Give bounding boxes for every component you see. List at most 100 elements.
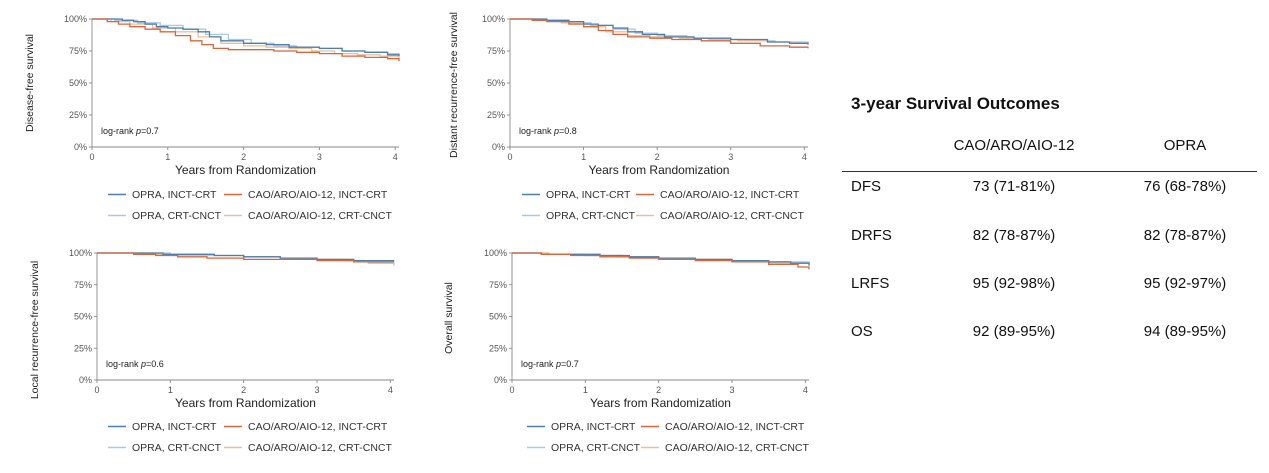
legend-entry: CAO/ARO/AIO-12, CRT-CNCT: [248, 210, 392, 222]
legend-entry: OPRA, INCT-CRT: [132, 421, 217, 433]
opra-value: 76 (68-78%): [1143, 178, 1227, 195]
x-tick-label: 0: [509, 385, 514, 395]
legend: OPRA, INCT-CRT CAO/ARO/AIO-12, INCT-CRT OP…: [108, 421, 392, 454]
km-curve-cao-aro-aio-12-inct-crt: [510, 18, 809, 49]
logrank-prefix: log-rank: [521, 359, 556, 369]
y-tick-label: 75%: [69, 46, 87, 56]
y-tick-label: 25%: [489, 343, 507, 353]
x-tick-label: 0: [89, 152, 94, 162]
y-tick-label: 100%: [484, 248, 507, 258]
opra-value: 82 (78-87%): [1143, 227, 1227, 244]
legend-entry: OPRA, CRT-CNCT: [546, 210, 636, 222]
cao-value: 92 (89-95%): [972, 323, 1056, 340]
x-tick-label: 0: [94, 385, 99, 395]
survival-panel-2: 0% 25% 50% 75% 100% 0 1 2 3 4 Years from Randomiza…: [448, 12, 809, 222]
logrank-p-symbol: p: [135, 126, 141, 136]
y-tick-label: 100%: [69, 248, 92, 258]
y-axis-label: Disease-free survival: [24, 34, 36, 132]
table-header-rule: [842, 171, 1257, 172]
table-title: 3-year Survival Outcomes: [851, 94, 1060, 113]
legend: OPRA, INCT-CRT CAO/ARO/AIO-12, INCT-CRT OP…: [108, 189, 392, 222]
survival-panel-4: 0% 25% 50% 75% 100% 0 1 2 3 4 Years from Randomiza…: [443, 248, 810, 454]
row-label: OS: [851, 323, 873, 340]
x-axis-label: Years from Randomization: [175, 163, 316, 177]
km-curve-cao-aro-aio-12-inct-crt: [92, 18, 400, 62]
y-tick-label: 0%: [74, 142, 87, 152]
logrank-p-annotation: log-rank p=0.7: [101, 126, 159, 136]
logrank-prefix: log-rank: [519, 126, 554, 136]
legend-entry: CAO/ARO/AIO-12, INCT-CRT: [665, 421, 805, 433]
logrank-value: =0.7: [141, 126, 159, 136]
x-tick-label: 4: [388, 385, 393, 395]
km-curve-opra-inct-crt: [92, 18, 400, 57]
opra-value: 94 (89-95%): [1143, 323, 1227, 340]
x-tick-label: 1: [168, 385, 173, 395]
logrank-value: =0.7: [561, 359, 579, 369]
y-tick-label: 100%: [482, 14, 505, 24]
x-axis-label: Years from Randomization: [590, 396, 731, 410]
x-tick-label: 3: [317, 152, 322, 162]
x-tick-label: 1: [165, 152, 170, 162]
logrank-p-symbol: p: [555, 359, 561, 369]
x-tick-label: 4: [803, 385, 808, 395]
x-tick-label: 2: [241, 385, 246, 395]
y-tick-label: 75%: [489, 280, 507, 290]
table-row-os: OS 92 (89-95%) 94 (89-95%): [842, 323, 1257, 347]
logrank-p-annotation: log-rank p=0.8: [519, 126, 577, 136]
x-tick-label: 3: [728, 152, 733, 162]
y-tick-label: 75%: [74, 280, 92, 290]
y-axis-label: Local recurrence-free survival: [29, 261, 41, 399]
legend-entry: OPRA, CRT-CNCT: [132, 442, 222, 454]
km-curve-cao-aro-aio-12-inct-crt: [97, 252, 394, 263]
y-tick-label: 25%: [69, 110, 87, 120]
logrank-p-symbol: p: [553, 126, 559, 136]
legend-entry: OPRA, CRT-CNCT: [132, 210, 222, 222]
legend-entry: OPRA, INCT-CRT: [551, 421, 636, 433]
legend: OPRA, INCT-CRT CAO/ARO/AIO-12, INCT-CRT OP…: [522, 189, 804, 222]
x-tick-label: 3: [314, 385, 319, 395]
km-curve-opra-inct-crt: [97, 252, 394, 262]
x-axis-label: Years from Randomization: [589, 163, 730, 177]
x-tick-label: 1: [583, 385, 588, 395]
row-label: DRFS: [851, 227, 892, 244]
legend-entry: CAO/ARO/AIO-12, INCT-CRT: [660, 189, 800, 201]
y-tick-label: 25%: [74, 343, 92, 353]
legend-entry: CAO/ARO/AIO-12, CRT-CNCT: [665, 442, 809, 454]
y-tick-label: 50%: [487, 78, 505, 88]
cao-value: 95 (92-98%): [972, 275, 1056, 292]
x-tick-label: 2: [241, 152, 246, 162]
logrank-prefix: log-rank: [106, 359, 141, 369]
column-header-cao-aro-aio-12: CAO/ARO/AIO-12: [953, 137, 1075, 154]
y-tick-label: 50%: [74, 312, 92, 322]
km-curve-cao-aro-aio-12-crt-cnct: [510, 18, 809, 45]
legend-entry: OPRA, INCT-CRT: [132, 189, 217, 201]
cao-value: 82 (78-87%): [972, 227, 1056, 244]
y-tick-label: 25%: [487, 110, 505, 120]
column-header-opra: OPRA: [1163, 137, 1207, 154]
legend: OPRA, INCT-CRT CAO/ARO/AIO-12, INCT-CRT OP…: [527, 421, 809, 454]
x-tick-label: 3: [729, 385, 734, 395]
table-row-dfs: DFS 73 (71-81%) 76 (68-78%): [842, 178, 1257, 202]
y-tick-label: 50%: [489, 312, 507, 322]
logrank-p-annotation: log-rank p=0.7: [521, 359, 579, 369]
y-tick-label: 50%: [69, 78, 87, 88]
legend-entry: OPRA, CRT-CNCT: [551, 442, 641, 454]
opra-value: 95 (92-97%): [1143, 275, 1227, 292]
x-tick-label: 1: [581, 152, 586, 162]
x-axis-label: Years from Randomization: [175, 396, 316, 410]
logrank-prefix: log-rank: [101, 126, 136, 136]
survival-panel-3: 0% 25% 50% 75% 100% 0 1 2 3 4 Years from Randomiza…: [29, 248, 395, 454]
y-tick-label: 100%: [64, 14, 87, 24]
legend-entry: CAO/ARO/AIO-12, CRT-CNCT: [248, 442, 392, 454]
logrank-p-annotation: log-rank p=0.6: [106, 359, 164, 369]
table-row-drfs: DRFS 82 (78-87%) 82 (78-87%): [842, 227, 1257, 251]
x-tick-label: 0: [507, 152, 512, 162]
row-label: DFS: [851, 178, 881, 195]
y-tick-label: 75%: [487, 46, 505, 56]
x-tick-label: 2: [656, 385, 661, 395]
x-tick-label: 4: [393, 152, 398, 162]
legend-entry: CAO/ARO/AIO-12, INCT-CRT: [248, 189, 388, 201]
km-curve-opra-inct-crt: [512, 252, 810, 266]
table-row-lrfs: LRFS 95 (92-98%) 95 (92-97%): [842, 275, 1257, 299]
legend-entry: CAO/ARO/AIO-12, INCT-CRT: [248, 421, 388, 433]
